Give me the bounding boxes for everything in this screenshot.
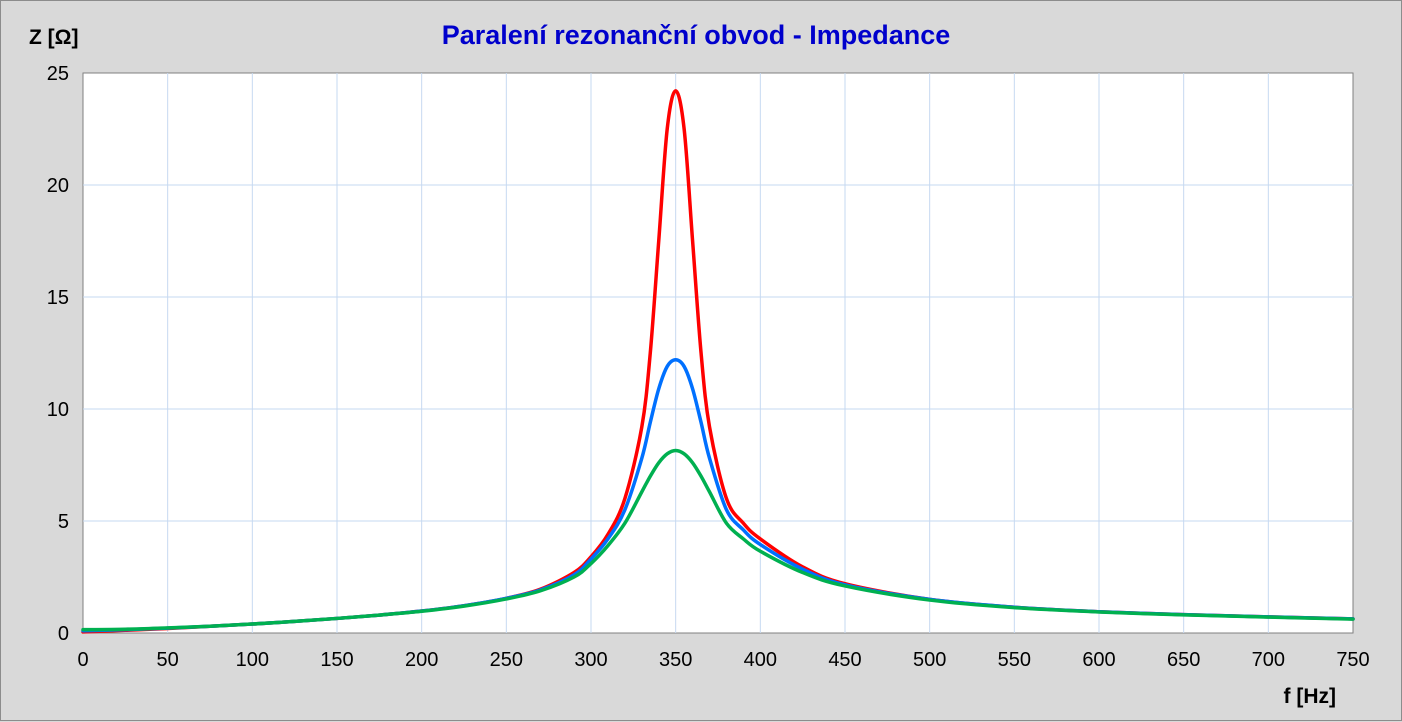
x-tick-label: 300 — [574, 649, 607, 671]
x-tick-label: 0 — [77, 649, 88, 671]
x-tick-label: 600 — [1082, 649, 1115, 671]
y-axis-label: Z [Ω] — [29, 26, 79, 49]
y-tick-label: 0 — [58, 623, 69, 645]
series-lines — [81, 89, 1355, 634]
x-tick-label: 450 — [828, 649, 861, 671]
y-tick-label: 10 — [47, 399, 69, 421]
x-axis-label: f [Hz] — [1284, 685, 1336, 708]
series-line-3 — [81, 448, 1355, 632]
x-tick-label: 50 — [157, 649, 179, 671]
x-tick-label: 200 — [405, 649, 438, 671]
x-tick-label: 400 — [744, 649, 777, 671]
x-tick-label: 250 — [490, 649, 523, 671]
y-tick-label: 5 — [58, 511, 69, 533]
y-tick-label: 15 — [47, 287, 69, 309]
grid — [83, 73, 1353, 633]
y-tick-label: 25 — [47, 63, 69, 85]
tick-labels: 0 50 100 150 200 250 300 350 400 450 500 550 600 650 7… — [47, 63, 1370, 671]
x-tick-label: 500 — [913, 649, 946, 671]
x-tick-label: 700 — [1252, 649, 1285, 671]
plot-area — [82, 72, 1354, 634]
x-tick-label: 350 — [659, 649, 692, 671]
chart-title: Paralení rezonanční obvod - Impedance — [442, 20, 951, 50]
x-tick-label: 100 — [236, 649, 269, 671]
y-tick-label: 20 — [47, 175, 69, 197]
x-tick-label: 550 — [998, 649, 1031, 671]
x-tick-label: 650 — [1167, 649, 1200, 671]
x-tick-label: 150 — [320, 649, 353, 671]
x-tick-label: 750 — [1336, 649, 1369, 671]
